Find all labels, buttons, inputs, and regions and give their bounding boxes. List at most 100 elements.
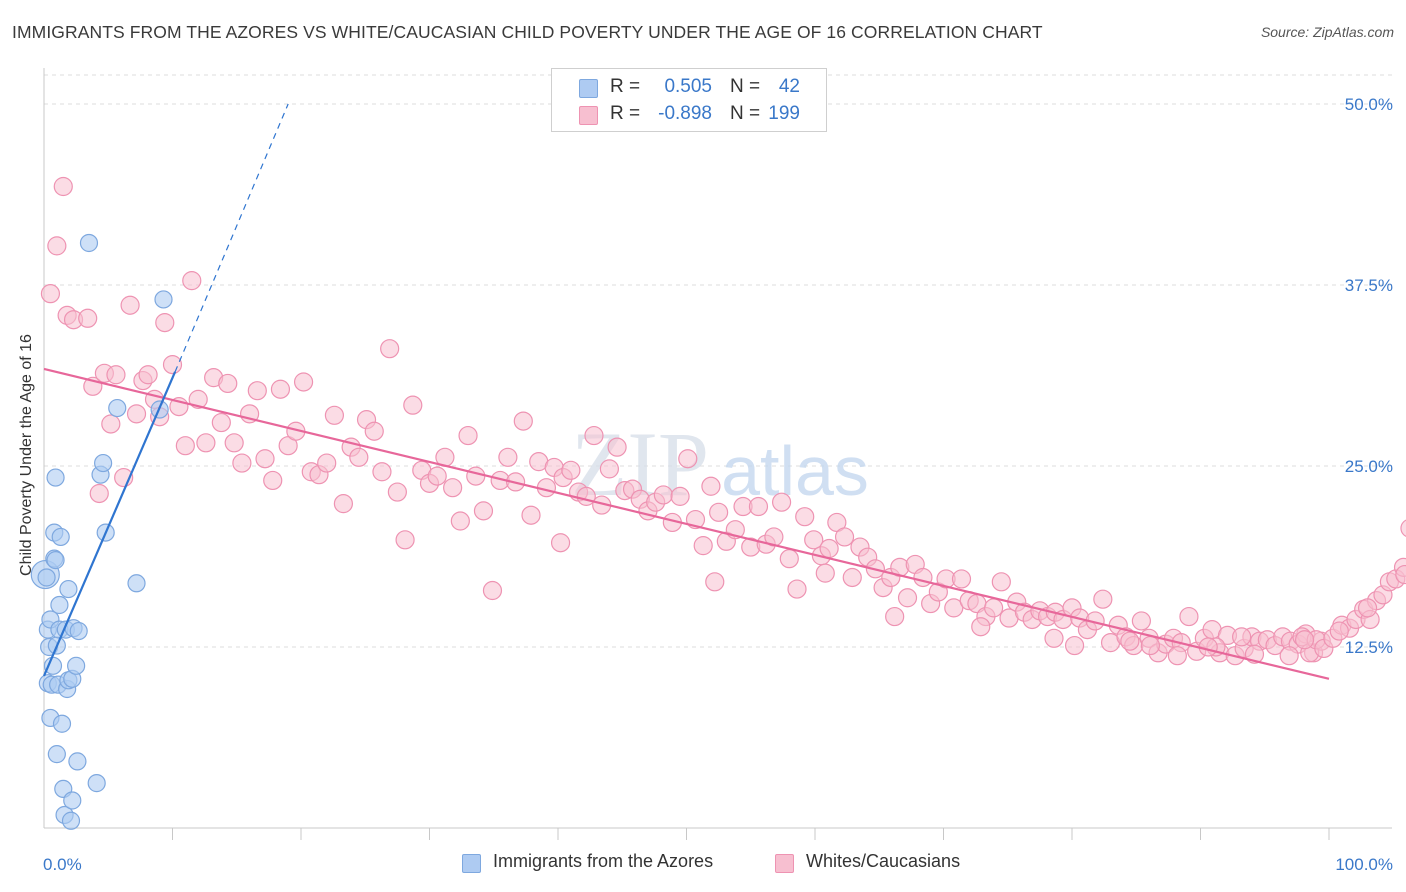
data-point-azores [63,791,82,810]
grid-lines [44,74,1392,648]
data-point-azores [127,574,146,593]
data-point-whites [120,295,140,315]
data-point-whites [984,598,1004,618]
data-point-whites [349,447,369,467]
data-point-whites [333,494,354,514]
data-point-whites [1329,621,1349,641]
data-point-whites [188,389,208,409]
data-point-whites [550,533,571,553]
trend-line-azores [42,371,177,677]
data-point-whites [40,284,61,304]
data-point-azores [43,656,63,675]
data-point-azores [87,774,106,793]
data-point-whites [971,617,991,637]
data-point-whites [513,411,533,431]
data-point-whites [247,381,267,401]
data-point-whites [599,459,620,479]
data-point-whites [561,460,581,480]
data-point-azores [108,398,127,418]
data-point-azores [61,811,81,830]
data-point-whites [364,421,384,441]
data-point-whites [670,486,690,506]
data-point-whites [47,236,67,256]
data-point-whites [427,466,447,486]
data-point-whites [211,412,231,433]
data-point-whites [991,572,1011,592]
data-point-whites [815,563,835,583]
data-point-azores [68,752,87,771]
data-point-whites [403,395,423,415]
data-point-whites [89,483,109,504]
data-point-whites [897,588,918,608]
legend-n-label: N = [730,76,761,97]
data-point-whites [1131,611,1151,631]
data-point-whites [450,511,470,531]
legend-r-label: R = [610,103,641,124]
data-point-whites [1232,627,1252,647]
data-point-azores [37,568,56,587]
data-point-whites [232,453,252,473]
y-tick-label: 37.5% [1345,276,1393,295]
data-point-whites [678,449,698,469]
data-point-whites [1294,630,1315,650]
data-point-whites [162,355,183,375]
data-point-whites [106,365,126,385]
data-point-whites [607,437,627,457]
x-tick-label: 0.0% [43,855,82,874]
legend-swatch-whites [579,106,598,125]
data-point-whites [771,492,792,512]
data-point-azores [50,595,69,615]
data-point-azores [47,745,66,764]
data-point-whites [705,572,725,592]
data-point-azores [79,233,99,253]
data-point-whites [779,549,799,569]
data-point-azores [59,579,78,599]
data-point-whites [842,567,862,588]
data-point-whites [175,436,195,456]
data-point-whites [380,339,400,359]
legend-r-value: 0.505 [664,76,712,97]
data-point-whites [458,425,478,446]
y-tick-label: 25.0% [1345,457,1393,476]
data-point-whites [1198,637,1218,657]
data-point-whites [944,598,964,618]
data-point-azores [94,453,113,473]
data-point-whites [218,373,238,394]
data-point-whites [443,478,463,498]
x-tick-label: 100.0% [1335,855,1393,874]
data-point-whites [1279,646,1299,666]
y-tick-label: 50.0% [1345,95,1393,114]
data-point-whites [584,425,604,446]
data-point-whites [387,482,407,502]
data-point-whites [653,485,673,505]
data-point-azores [69,621,88,641]
data-point-whites [1140,635,1160,656]
data-point-whites [1120,631,1140,651]
data-point-whites [913,567,933,588]
series-immigrants-azores [30,233,173,830]
data-point-whites [1167,646,1187,666]
y-tick-label: 12.5% [1345,638,1393,657]
data-point-whites [1395,564,1406,585]
data-point-whites [1179,606,1199,627]
legend-row-azores: R = 0.505 N = 42 [552,74,826,102]
data-point-whites [270,379,291,399]
data-point-whites [182,271,202,291]
data-point-whites [521,505,541,525]
data-point-azores [52,714,72,733]
legend-r-value: -0.898 [658,103,712,124]
data-point-whites [53,176,73,197]
trend-lines [42,103,1330,680]
data-point-whites [1357,598,1378,618]
legend-n-label: N = [730,103,761,124]
data-point-whites [293,372,314,392]
data-point-whites [324,405,345,425]
data-point-whites [126,404,147,424]
tick-labels: 12.5% 25.0% 37.5% 50.0% 0.0% 100.0% [43,95,1393,874]
data-point-whites [748,496,769,517]
data-point-azores [67,656,86,675]
data-point-whites [795,507,815,527]
data-point-whites [885,606,905,627]
data-point-whites [787,579,807,599]
